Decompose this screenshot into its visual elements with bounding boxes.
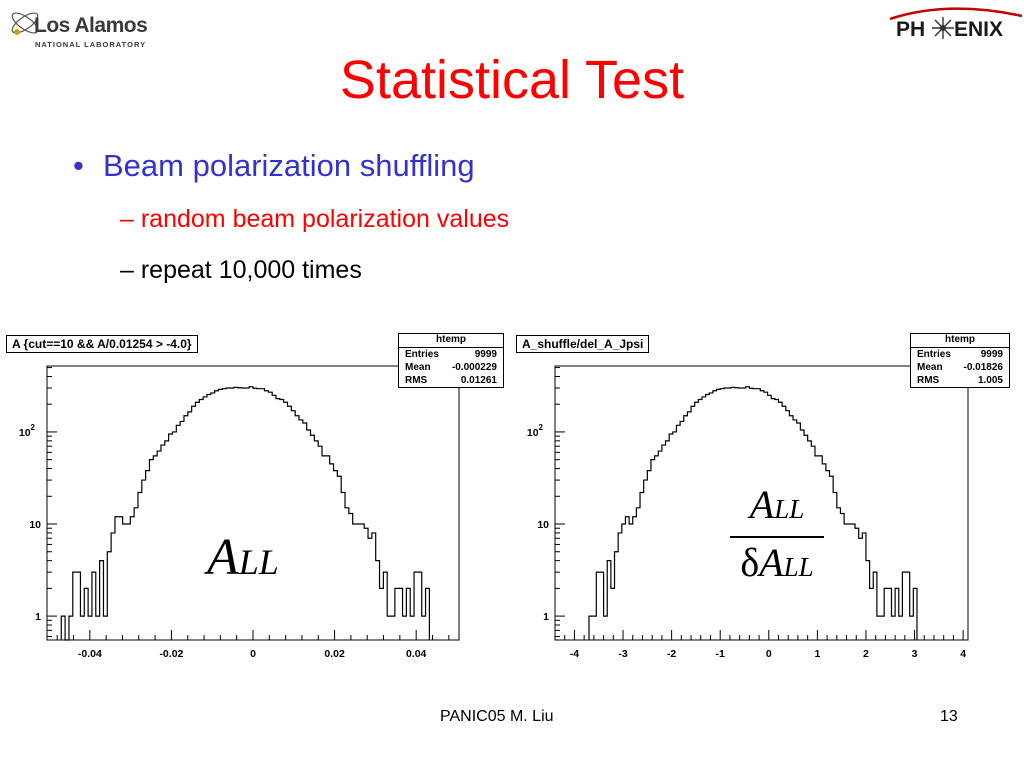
stats-box-left: htemp Entries 9999 Mean -0.000229 RMS 0.012… bbox=[398, 333, 504, 388]
page-number: 13 bbox=[940, 708, 958, 725]
phenix-logo: PH ENIX bbox=[888, 0, 1024, 44]
right-y-tick-label: 102 bbox=[527, 423, 544, 439]
stats-left-row: RMS 0.01261 bbox=[399, 374, 503, 387]
sub-bullet-2: – repeat 10,000 times bbox=[120, 256, 362, 285]
lanl-name: Los Alamos bbox=[34, 14, 148, 37]
annotation-a: A bbox=[207, 529, 239, 586]
stats-left-row: Mean -0.000229 bbox=[399, 361, 503, 374]
annotation-num-a: A bbox=[749, 482, 775, 527]
right-x-tick-label: -1 bbox=[716, 648, 725, 660]
stats-box-right: htemp Entries 9999 Mean -0.01826 RMS 1.005 bbox=[910, 333, 1010, 388]
histogram-right: 1 10 102 -4 -3 -2 -1 0 1 2 3 4 bbox=[527, 365, 969, 660]
right-plot-frame bbox=[554, 365, 969, 641]
annotation-ll: LL bbox=[238, 542, 279, 582]
stats-right-row: Entries 9999 bbox=[911, 348, 1009, 361]
right-x-tick-label: 0 bbox=[766, 648, 772, 660]
right-x-tick-label: -4 bbox=[570, 648, 579, 660]
annotation-numerator: ALL bbox=[730, 484, 824, 530]
atom-icon bbox=[11, 12, 39, 35]
annotation-delta: δ bbox=[740, 540, 760, 585]
footer-text: PANIC05 M. Liu bbox=[440, 708, 554, 725]
right-histogram-line bbox=[588, 386, 918, 640]
left-y-tick-label: 1 bbox=[35, 611, 41, 623]
left-x-tick-label: 0.02 bbox=[324, 648, 345, 660]
stats-right-title: htemp bbox=[911, 334, 1009, 348]
stats-left-value: 9999 bbox=[474, 349, 497, 360]
stats-right-value: 9999 bbox=[980, 349, 1003, 360]
slide-title: Statistical Test bbox=[339, 50, 685, 110]
histogram-panel-left: 1 10 102 -0.04 -0.02 0 0.02 0.04 A {cut==10 && … bbox=[4, 330, 504, 666]
phoenix-star-icon bbox=[932, 17, 954, 39]
stats-right-value: 1.005 bbox=[977, 375, 1003, 386]
stats-right-label: RMS bbox=[917, 375, 940, 386]
bullet-main: • Beam polarization shuffling bbox=[73, 148, 475, 184]
phenix-text-right: ENIX bbox=[954, 18, 1004, 41]
stats-right-label: Entries bbox=[917, 349, 951, 360]
stats-left-value: -0.000229 bbox=[451, 362, 497, 373]
phenix-arc-graphic bbox=[889, 7, 1023, 20]
annotation-den-ll: LL bbox=[783, 552, 814, 582]
right-y-tick-label: 10 bbox=[537, 519, 549, 531]
stats-left-label: Mean bbox=[405, 362, 431, 373]
stats-left-row: Entries 9999 bbox=[399, 348, 503, 361]
stats-right-row: RMS 1.005 bbox=[911, 374, 1009, 387]
stats-right-row: Mean -0.01826 bbox=[911, 361, 1009, 374]
right-x-tick-label: 4 bbox=[960, 648, 966, 660]
stats-left-value: 0.01261 bbox=[460, 375, 497, 386]
histogram-left-title: A {cut==10 && A/0.01254 > -4.0} bbox=[6, 335, 198, 353]
stats-right-label: Mean bbox=[917, 362, 943, 373]
left-plot-frame bbox=[46, 365, 460, 641]
stats-left-title: htemp bbox=[399, 334, 503, 348]
left-x-tick-label: -0.04 bbox=[78, 648, 102, 660]
right-x-tick-label: 1 bbox=[814, 648, 820, 660]
bullet-dot-icon: • bbox=[73, 148, 84, 183]
stats-left-label: Entries bbox=[405, 349, 439, 360]
annotation-denominator: δALL bbox=[730, 542, 824, 588]
right-y-tick-label: 1 bbox=[543, 611, 549, 623]
right-x-tick-label: -3 bbox=[618, 648, 627, 660]
right-x-tick-label: -2 bbox=[667, 648, 676, 660]
bullet-main-text: Beam polarization shuffling bbox=[103, 148, 475, 183]
left-x-tick-label: 0.04 bbox=[406, 648, 427, 660]
stats-left-label: RMS bbox=[405, 375, 428, 386]
left-x-tick-label: 0 bbox=[250, 648, 256, 660]
sub-bullet-2-dash: – bbox=[120, 256, 134, 284]
right-y-tick-exponent: 2 bbox=[539, 423, 544, 432]
sub-bullet-1: – random beam polarization values bbox=[120, 205, 509, 234]
left-y-tick-exponent: 2 bbox=[31, 423, 36, 432]
lanl-subtitle: NATIONAL LABORATORY bbox=[35, 40, 147, 49]
annotation-num-ll: LL bbox=[774, 494, 805, 524]
right-x-tick-label: 3 bbox=[912, 648, 918, 660]
left-histogram-line bbox=[60, 386, 430, 641]
left-y-tick-label: 102 bbox=[19, 423, 36, 439]
fraction-bar bbox=[730, 536, 824, 538]
annotation-den-a: A bbox=[759, 540, 784, 585]
sub-bullet-1-dash: – bbox=[120, 205, 134, 233]
stats-right-value: -0.01826 bbox=[963, 362, 1003, 373]
annotation-all-over-dall: ALL δALL bbox=[730, 484, 824, 588]
sub-bullet-2-text: repeat 10,000 times bbox=[140, 256, 362, 284]
annotation-all-left: ALL bbox=[207, 530, 279, 590]
histogram-right-title: A_shuffle/del_A_Jpsi bbox=[516, 335, 650, 353]
left-x-tick-label: -0.02 bbox=[159, 648, 183, 660]
right-x-tick-label: 2 bbox=[863, 648, 869, 660]
sub-bullet-1-text: random beam polarization values bbox=[140, 205, 510, 233]
left-y-tick-label: 10 bbox=[29, 519, 41, 531]
histogram-panel-right: 1 10 102 -4 -3 -2 -1 0 1 2 3 4 A_shuffle/del_A_Jpsi… bbox=[512, 330, 1024, 666]
los-alamos-logo: Los Alamos NATIONAL LABORATORY bbox=[4, 0, 154, 56]
phenix-text-left: PH bbox=[896, 18, 926, 41]
histogram-left: 1 10 102 -0.04 -0.02 0 0.02 0.04 bbox=[19, 365, 460, 660]
